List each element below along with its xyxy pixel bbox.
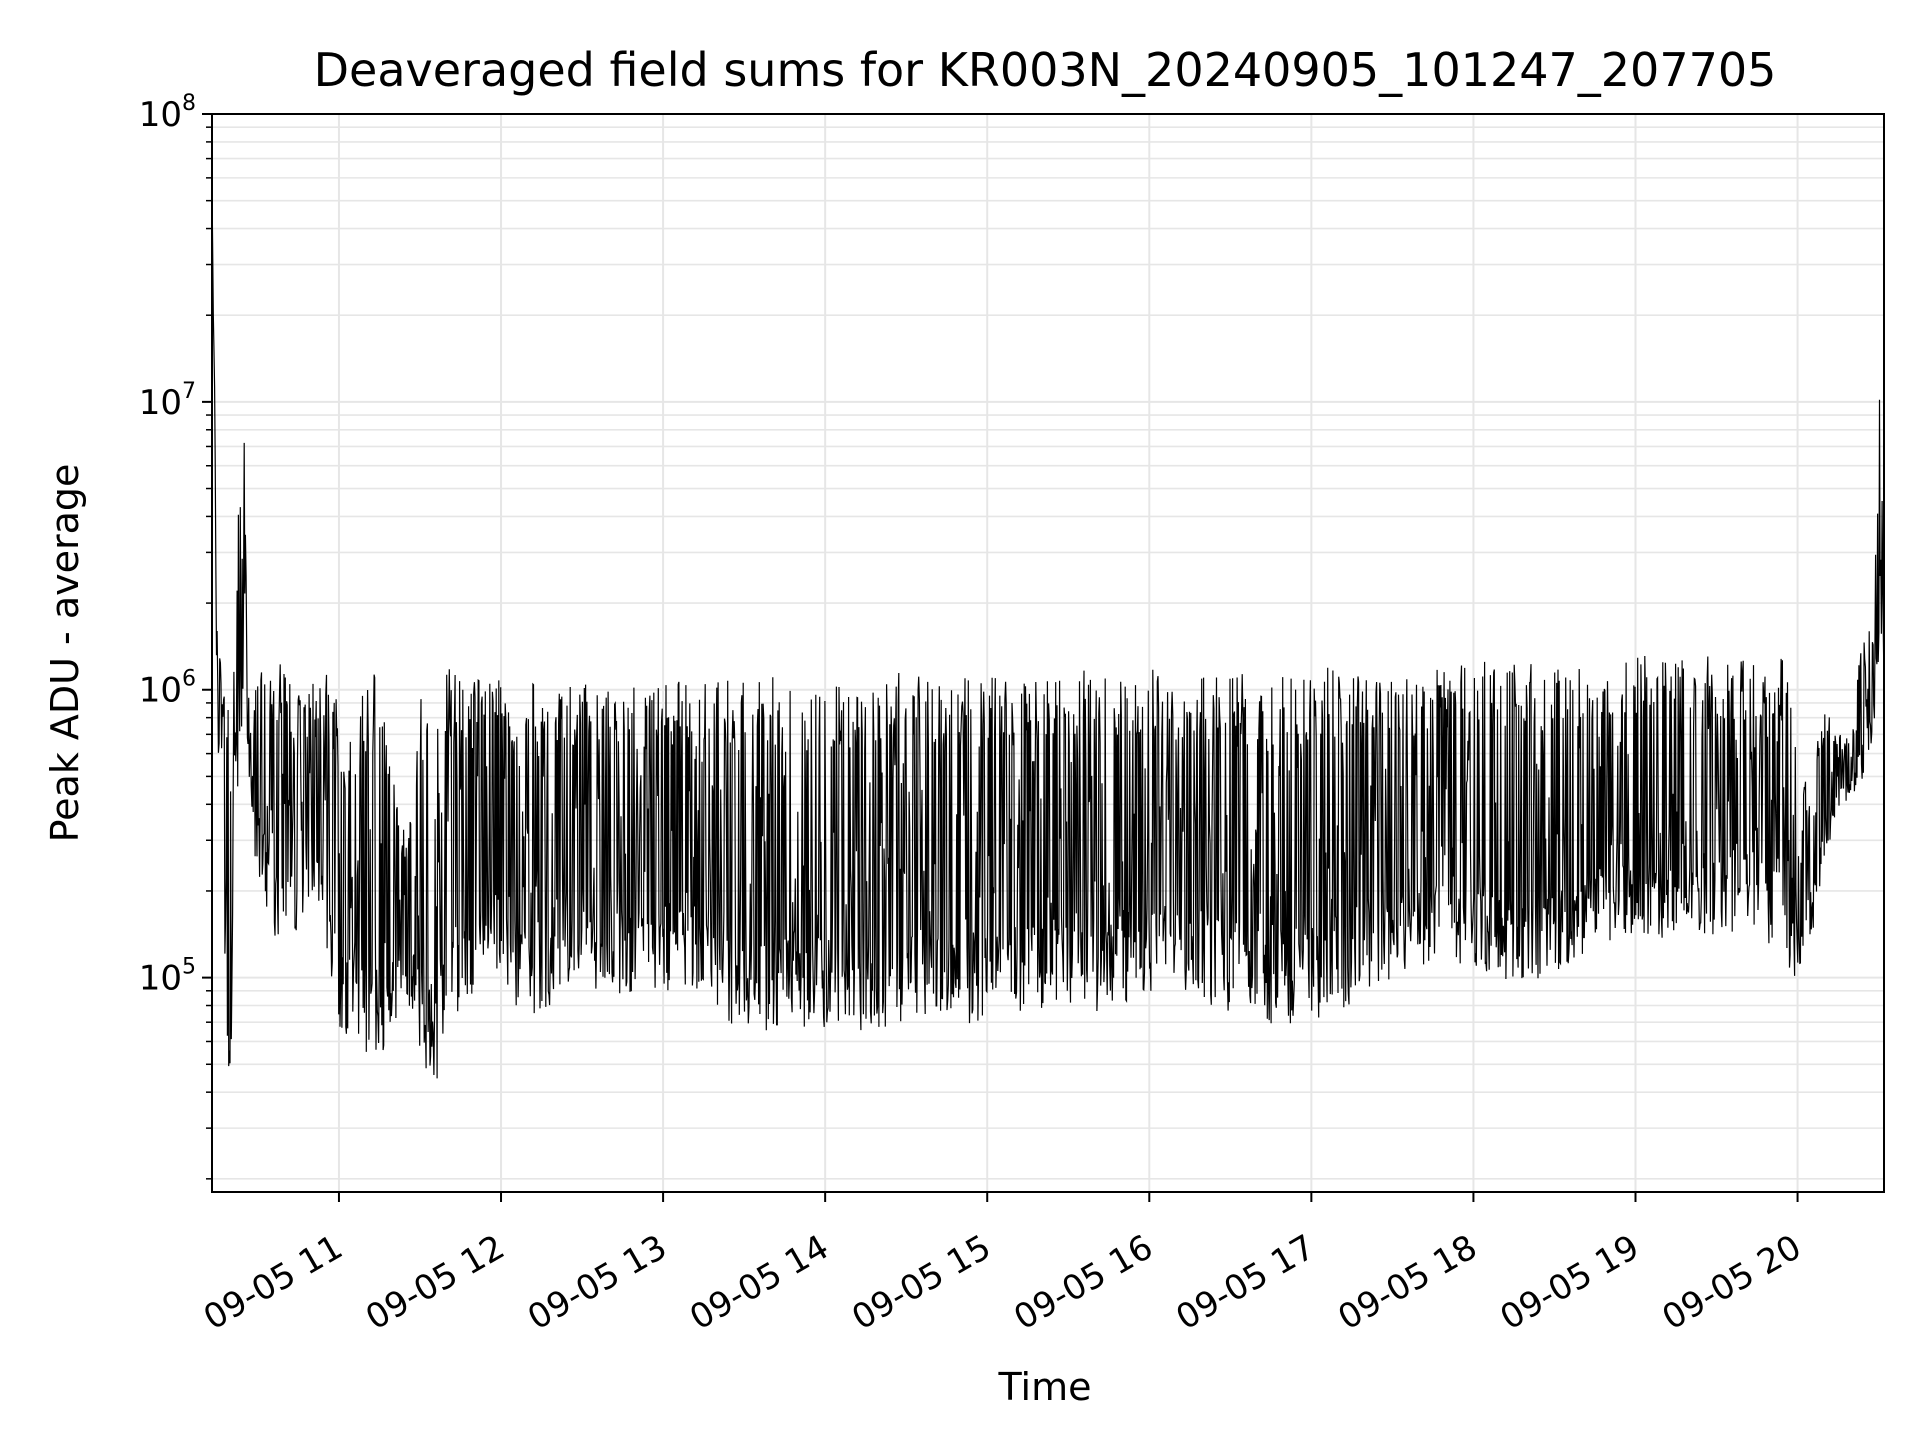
x-tick-label: 09-05 15	[845, 1227, 997, 1338]
x-tick-label: 09-05 17	[1169, 1227, 1321, 1338]
x-tick-label: 09-05 12	[359, 1227, 511, 1338]
x-tick-label: 09-05 11	[197, 1227, 349, 1338]
x-tick-label: 09-05 18	[1332, 1227, 1484, 1338]
y-axis-label: Peak ADU - average	[43, 464, 87, 843]
x-tick-label: 09-05 20	[1656, 1227, 1808, 1338]
series-line	[211, 185, 1885, 1079]
grid-layer	[206, 114, 1884, 1192]
x-tick-label: 09-05 13	[521, 1227, 673, 1338]
plot-area-frame	[211, 113, 1885, 1193]
chart-title: Deaveraged field sums for KR003N_2024090…	[314, 43, 1777, 97]
x-tick-label: 09-05 19	[1494, 1227, 1646, 1338]
y-tick-label: 107	[139, 379, 196, 423]
x-axis-ticks: 09-05 11 09-05 12 09-05 13 09-05 14 09-05 15…	[197, 1192, 1808, 1338]
series-layer	[211, 185, 1885, 1079]
x-axis-label: Time	[998, 1365, 1092, 1409]
x-tick-label: 09-05 14	[683, 1227, 835, 1338]
y-tick-label: 108	[139, 91, 196, 135]
x-tick-label: 09-05 16	[1007, 1227, 1159, 1338]
y-tick-label: 106	[139, 667, 196, 711]
y-axis-ticks: 105 106 107 108	[139, 91, 212, 999]
y-tick-label: 105	[139, 955, 196, 999]
